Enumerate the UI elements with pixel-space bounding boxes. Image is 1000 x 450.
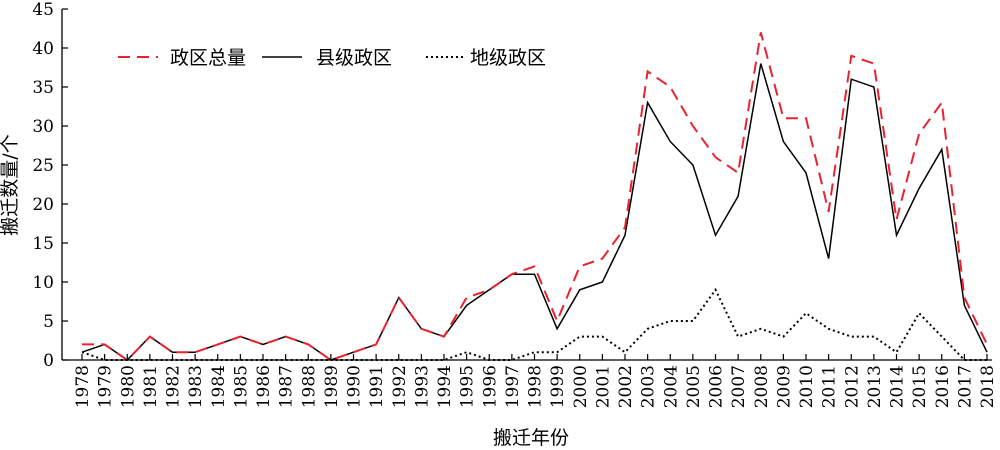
series-line-2	[81, 63, 988, 361]
x-tick-label: 2009	[774, 365, 794, 408]
x-tick-label: 2001	[593, 365, 613, 408]
x-tick-label: 2018	[978, 365, 998, 408]
x-tick-label: 2003	[639, 365, 659, 408]
x-tick-label: 1996	[480, 365, 500, 408]
series-line-1	[82, 32, 988, 362]
y-tick-label: 35	[32, 78, 54, 98]
x-tick-label: 1978	[73, 365, 93, 408]
x-tick-label: 1986	[254, 365, 274, 408]
x-tick-label: 1984	[209, 365, 229, 408]
series-lines	[81, 32, 988, 362]
y-tick-label: 45	[32, 0, 54, 20]
y-tick-label: 30	[32, 117, 54, 137]
y-tick-label: 20	[32, 195, 54, 215]
x-tick-label: 1999	[548, 365, 568, 408]
x-tick-label: 2012	[842, 365, 862, 408]
legend-label: 地级政区	[470, 47, 546, 69]
x-tick-label: 1989	[322, 365, 342, 408]
y-tick-label: 0	[43, 351, 54, 371]
x-tick-label: 2000	[571, 365, 591, 408]
legend-label: 县级政区	[316, 47, 392, 69]
y-tick-label: 10	[32, 273, 54, 293]
series-line-3	[81, 287, 987, 361]
x-tick-label: 1985	[231, 365, 251, 408]
y-tick-label: 40	[32, 39, 54, 59]
x-tick-label: 1998	[526, 365, 546, 408]
x-tick-label: 2004	[661, 365, 681, 408]
legend-label: 政区总量	[170, 47, 246, 69]
x-tick-label: 1990	[345, 365, 365, 408]
x-tick-label: 2017	[955, 365, 975, 408]
legend: 政区总量 县级政区 地级政区	[118, 47, 546, 69]
x-tick-label: 2011	[820, 365, 840, 408]
x-tick-label: 1982	[164, 365, 184, 408]
x-tick-label: 1994	[435, 365, 455, 408]
x-tick-label: 2016	[933, 365, 953, 408]
x-tick-label: 2014	[888, 365, 908, 408]
x-tick-label: 2015	[910, 365, 930, 408]
x-tick-label: 1995	[458, 365, 478, 408]
y-tick-label: 5	[43, 312, 54, 332]
x-tick-label: 2010	[797, 365, 817, 408]
x-tick-label: 1979	[96, 365, 116, 408]
x-tick-label: 2006	[707, 365, 727, 408]
x-tick-label: 2007	[729, 365, 749, 408]
x-tick-label: 2002	[616, 365, 636, 408]
y-tick-label: 25	[32, 156, 54, 176]
x-tick-label: 1987	[277, 365, 297, 408]
y-tick-label: 15	[32, 234, 54, 254]
x-tick-label: 2008	[752, 365, 772, 408]
x-tick-label: 1983	[186, 365, 206, 408]
x-tick-label: 1993	[412, 365, 432, 408]
y-axis-title: 搬迁数量/个	[0, 134, 21, 235]
x-tick-label: 2013	[865, 365, 885, 408]
x-tick-label: 1988	[299, 365, 319, 408]
x-axis-title: 搬迁年份	[493, 427, 569, 449]
x-tick-label: 1981	[141, 365, 161, 408]
x-tick-label: 1991	[367, 365, 387, 408]
x-tick-label: 2005	[684, 365, 704, 408]
x-tick-label: 1997	[503, 365, 523, 408]
x-tick-label: 1980	[118, 365, 138, 408]
x-tick-label: 1992	[390, 365, 410, 408]
